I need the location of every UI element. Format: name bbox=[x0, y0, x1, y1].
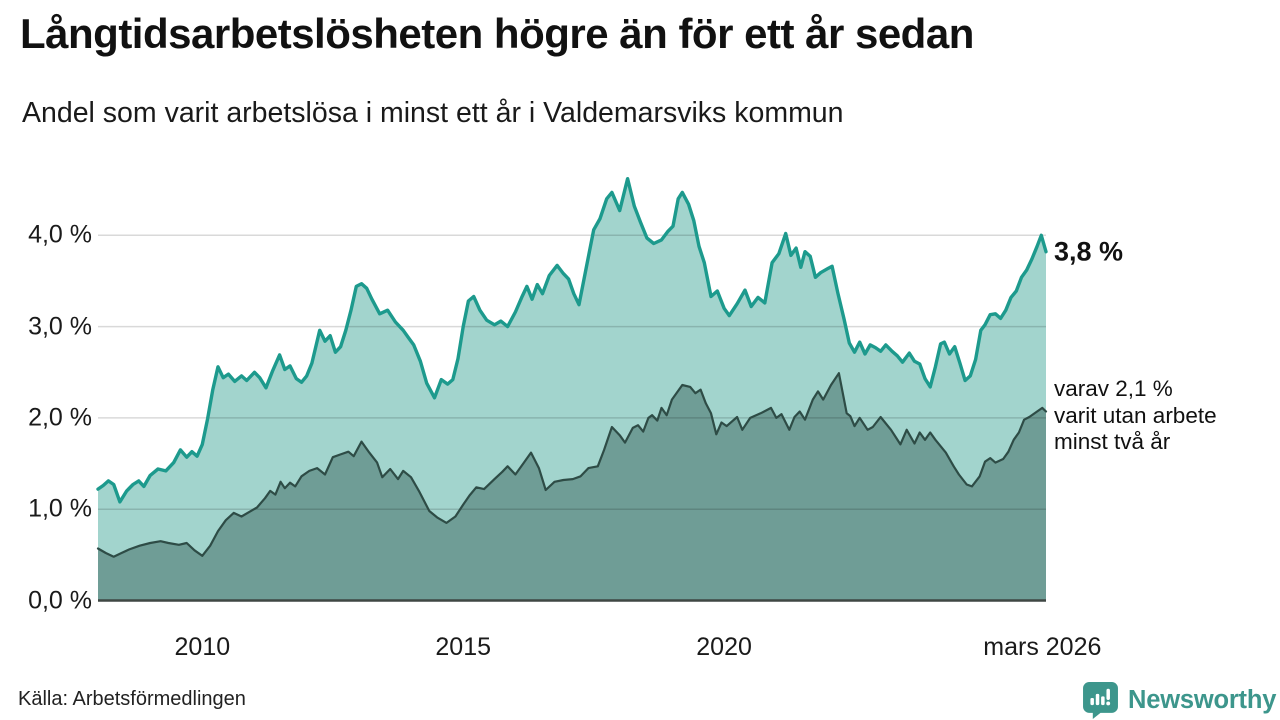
newsworthy-bubble-chart-icon bbox=[1083, 682, 1118, 719]
x-tick-label: 2020 bbox=[696, 633, 752, 661]
y-tick-label: 2,0 % bbox=[28, 403, 92, 432]
newsworthy-logo: Newsworthy bbox=[1082, 681, 1276, 719]
two-year-note-line: minst två år bbox=[1054, 429, 1171, 454]
y-tick-label: 4,0 % bbox=[28, 220, 92, 249]
source-credit: Källa: Arbetsförmedlingen bbox=[18, 688, 246, 710]
two-year-note-line: varit utan arbete bbox=[1054, 402, 1217, 428]
page-title: Långtidsarbetslösheten högre än för ett … bbox=[20, 10, 974, 57]
x-tick-label: mars 2026 bbox=[983, 633, 1102, 661]
latest-value-label: 3,8 % bbox=[1054, 236, 1124, 267]
x-tick-label: 2015 bbox=[435, 633, 492, 661]
page-subtitle: Andel som varit arbetslösa i minst ett å… bbox=[22, 97, 844, 129]
x-tick-label: 2010 bbox=[174, 633, 231, 661]
newsworthy-wordmark: Newsworthy bbox=[1128, 685, 1277, 714]
y-tick-label: 3,0 % bbox=[28, 312, 92, 341]
two-year-note-line: varav 2,1 % bbox=[1054, 376, 1173, 401]
y-tick-label: 0,0 % bbox=[28, 586, 92, 614]
two-year-note: varav 2,1 % varit utan arbete minst två … bbox=[1054, 376, 1217, 456]
y-tick-label: 1,0 % bbox=[28, 494, 92, 523]
